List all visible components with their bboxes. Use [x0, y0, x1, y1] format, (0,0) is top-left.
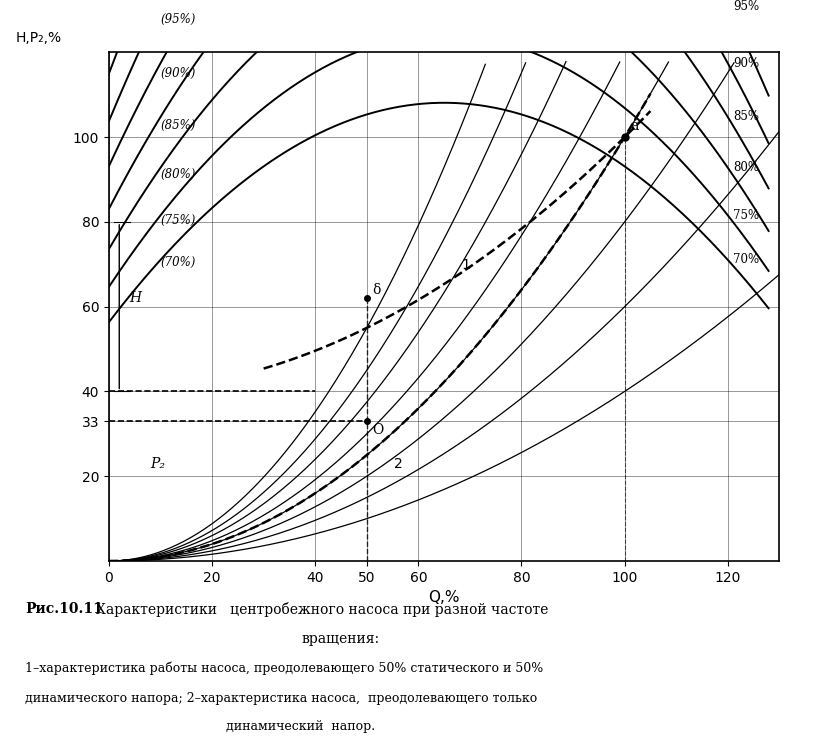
Text: вращения:: вращения:	[302, 632, 380, 646]
Text: δ: δ	[372, 283, 380, 297]
Text: Характеристики   центробежного насоса при разной частоте: Характеристики центробежного насоса при …	[96, 602, 549, 617]
Text: H,P₂,%: H,P₂,%	[16, 31, 62, 45]
Text: 1–характеристика работы насоса, преодолевающего 50% статического и 50%: 1–характеристика работы насоса, преодоле…	[25, 662, 543, 675]
Text: 1: 1	[461, 258, 470, 272]
Text: (80%): (80%)	[161, 168, 196, 181]
Text: 70%: 70%	[733, 254, 759, 266]
X-axis label: Q,%: Q,%	[428, 590, 460, 605]
Text: 95%: 95%	[733, 0, 759, 13]
Text: (70%): (70%)	[161, 257, 196, 269]
Text: (75%): (75%)	[161, 213, 196, 227]
Text: динамического напора; 2–характеристика насоса,  преодолевающего только: динамического напора; 2–характеристика н…	[25, 692, 537, 705]
Text: (85%): (85%)	[161, 119, 196, 132]
Text: динамический  напор.: динамический напор.	[226, 720, 375, 732]
Text: (90%): (90%)	[161, 67, 196, 80]
Text: (95%): (95%)	[161, 13, 196, 25]
Text: 90%: 90%	[733, 57, 759, 70]
Text: 75%: 75%	[733, 209, 759, 222]
Text: P₂: P₂	[150, 456, 165, 470]
Text: H: H	[130, 291, 142, 305]
Text: Рис.10.11: Рис.10.11	[25, 602, 103, 616]
Text: O: O	[372, 423, 383, 437]
Text: a: a	[630, 119, 639, 133]
Text: 85%: 85%	[733, 111, 759, 123]
Text: 2: 2	[395, 457, 403, 471]
Text: 80%: 80%	[733, 161, 759, 174]
